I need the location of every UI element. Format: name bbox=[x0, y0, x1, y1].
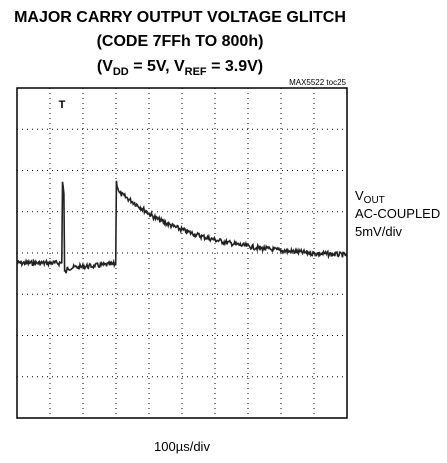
cond-sub: REF bbox=[185, 66, 207, 78]
x-axis-label: 100µs/div bbox=[154, 439, 210, 454]
chart-subtitle: (CODE 7FFh TO 800h) bbox=[97, 33, 264, 50]
trace-label: VOUT bbox=[355, 188, 385, 206]
cond-part: = 5V, V bbox=[129, 58, 185, 75]
cond-sub: DD bbox=[113, 66, 129, 78]
vertical-scale: 5mV/div bbox=[355, 224, 402, 239]
trace-sub: OUT bbox=[364, 195, 385, 206]
chart-title: MAJOR CARRY OUTPUT VOLTAGE GLITCH bbox=[14, 9, 346, 26]
grid bbox=[17, 88, 347, 418]
cond-part: (V bbox=[97, 58, 113, 75]
chart-conditions: (VDD = 5V, VREF = 3.9V) bbox=[97, 58, 263, 78]
trace-v: V bbox=[355, 188, 364, 203]
note: MAX5522 toc25 bbox=[289, 78, 346, 87]
cond-part: = 3.9V) bbox=[207, 58, 263, 75]
plot-frame bbox=[16, 87, 348, 419]
trace bbox=[16, 180, 348, 274]
coupling: AC-COUPLED bbox=[355, 206, 440, 221]
trigger-marker: T bbox=[59, 99, 66, 111]
